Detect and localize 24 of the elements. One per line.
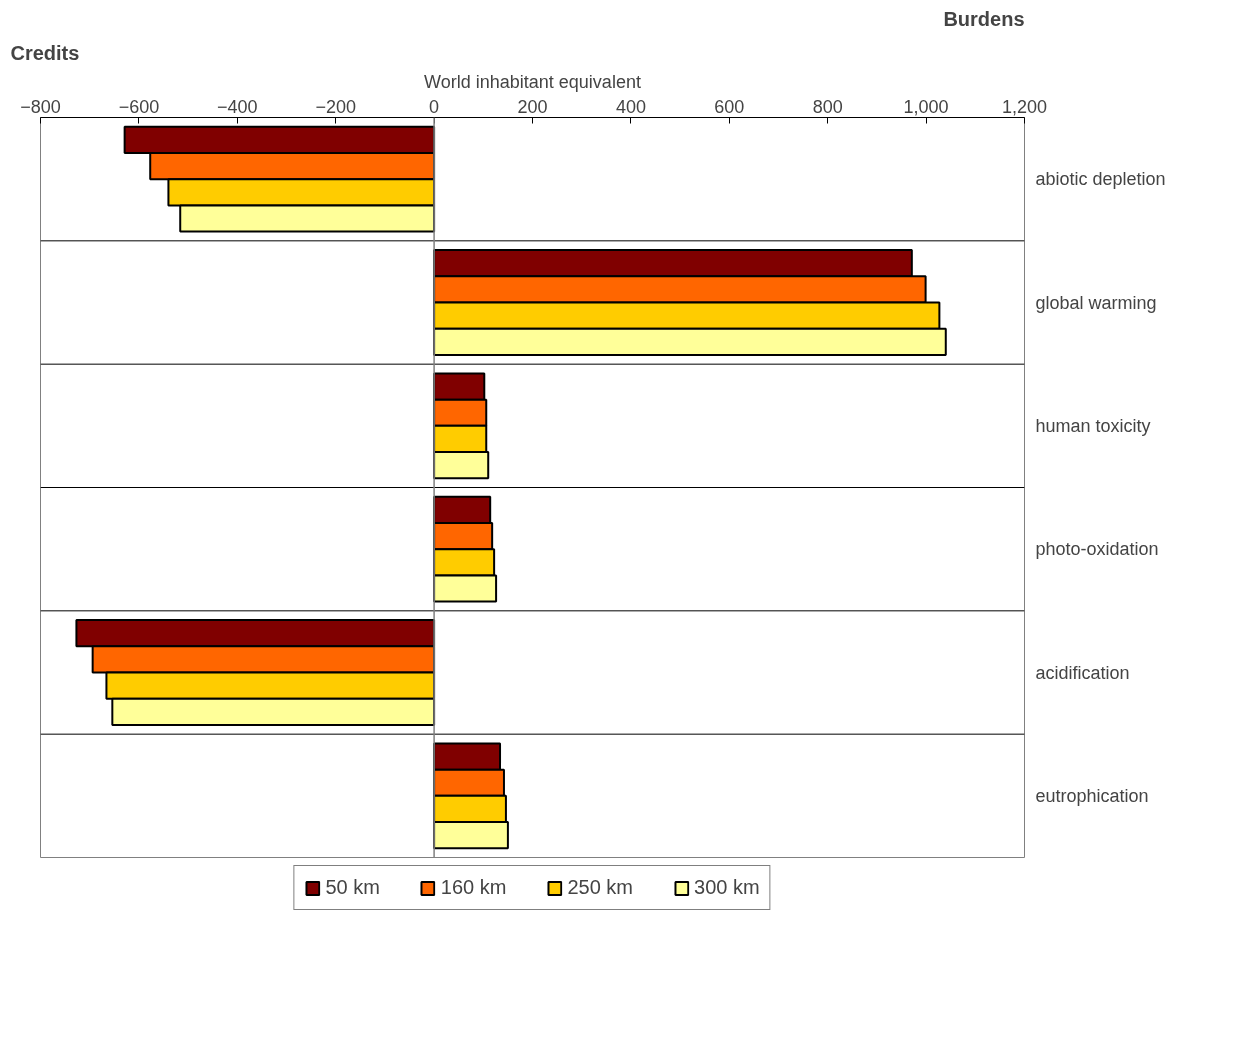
y-tick-label: photo-oxidation: [1035, 539, 1159, 560]
x-tick-label: −800: [20, 96, 61, 117]
x-tick-label: 1,000: [903, 96, 949, 117]
y-tick-label: abiotic depletion: [1035, 169, 1166, 190]
x-tick-label: 200: [517, 96, 548, 117]
x-tick-label: 400: [615, 96, 646, 117]
text: Burdens: [943, 7, 1025, 30]
x-tick-label: 0: [429, 96, 440, 117]
y-tick-label: acidification: [1035, 662, 1130, 683]
x-tick-label: 600: [714, 96, 745, 117]
x-tick-label: −600: [118, 96, 160, 117]
x-axis-title: World inhabitant equivalent: [424, 71, 641, 92]
legend-label: 160 km: [440, 876, 507, 899]
y-tick-label: global warming: [1035, 292, 1157, 313]
x-tick-label: 800: [812, 96, 843, 117]
legend-label: 300 km: [694, 876, 760, 899]
text: Credits: [10, 41, 80, 64]
legend-label: 50 km: [325, 876, 380, 899]
x-tick-label: −200: [315, 96, 356, 117]
x-tick-label: 1,200: [1001, 96, 1048, 117]
x-tick-label: −400: [217, 96, 258, 117]
legend-label: 250 km: [567, 876, 634, 899]
y-tick-label: eutrophication: [1035, 785, 1149, 806]
y-tick-label: human toxicity: [1035, 415, 1151, 436]
